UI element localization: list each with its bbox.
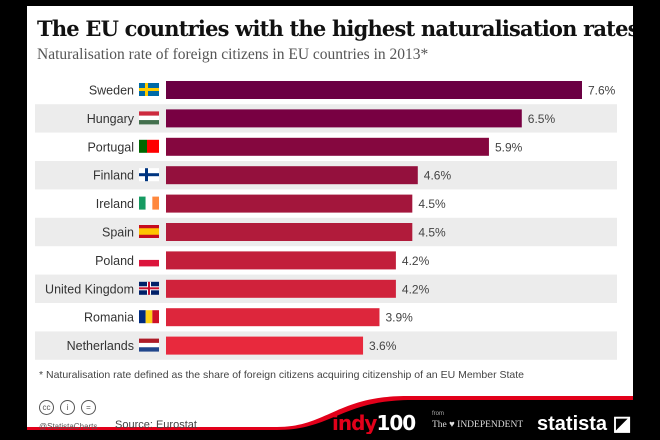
data-label: 4.2% <box>402 282 430 296</box>
bar <box>166 109 522 128</box>
bar <box>166 81 582 99</box>
category-label: Spain <box>102 226 134 240</box>
category-label: Ireland <box>96 197 134 211</box>
data-label: 4.2% <box>402 254 430 268</box>
independent-logo: The ♥ INDEPENDENT <box>432 420 524 430</box>
bar <box>166 194 413 213</box>
category-label: Hungary <box>87 112 135 126</box>
flag-icon <box>139 196 159 210</box>
category-label: Netherlands <box>67 339 134 353</box>
footer-swoosh <box>27 396 633 434</box>
bar-chart: Sweden 7.6% Hungary 6.5% Portugal 5.9% Finland… <box>35 81 617 360</box>
flag-icon <box>139 253 159 267</box>
bar <box>166 279 396 298</box>
category-label: United Kingdom <box>45 282 134 296</box>
flag-icon <box>139 111 159 125</box>
statista-logo: statista ◪ <box>537 413 632 434</box>
bar <box>166 336 364 355</box>
chart-subtitle: Naturalisation rate of foreign citizens … <box>37 46 429 63</box>
cc-icon: cc <box>39 400 54 415</box>
source: Source: Eurostat <box>115 419 197 431</box>
data-label: 3.6% <box>369 339 397 353</box>
data-label: 4.5% <box>418 226 446 240</box>
statista-handle: @StatistaCharts <box>39 422 98 431</box>
footnote: * Naturalisation rate defined as the sha… <box>39 369 525 381</box>
category-label: Poland <box>95 254 134 268</box>
bar <box>166 223 413 241</box>
category-label: Romania <box>84 311 134 325</box>
data-label: 5.9% <box>495 140 523 154</box>
chart-title: The EU countries with the highest natura… <box>37 16 633 41</box>
data-label: 4.6% <box>424 169 452 183</box>
data-label: 6.5% <box>528 112 556 126</box>
flag-icon <box>139 225 159 238</box>
no-derivatives-icon: = <box>81 400 96 415</box>
category-label: Sweden <box>89 84 134 98</box>
flag-icon <box>139 83 159 96</box>
bar <box>166 308 380 327</box>
infographic-card: The EU countries with the highest natura… <box>27 6 633 434</box>
data-label: 3.9% <box>385 311 413 325</box>
data-label: 7.6% <box>588 84 616 98</box>
flag-icon <box>139 168 159 182</box>
flag-icon <box>139 281 159 295</box>
flag-icon <box>139 338 159 352</box>
attribution-icon: i <box>60 400 75 415</box>
category-label: Finland <box>93 169 134 183</box>
flag-icon <box>139 139 159 153</box>
indy100-logo: indy100 <box>332 411 416 434</box>
category-label: Portugal <box>87 140 134 154</box>
bar <box>166 251 396 270</box>
from-label: from <box>432 411 444 417</box>
bar <box>166 166 418 185</box>
data-label: 4.5% <box>418 197 446 211</box>
bar <box>166 137 489 156</box>
flag-icon <box>139 310 159 324</box>
